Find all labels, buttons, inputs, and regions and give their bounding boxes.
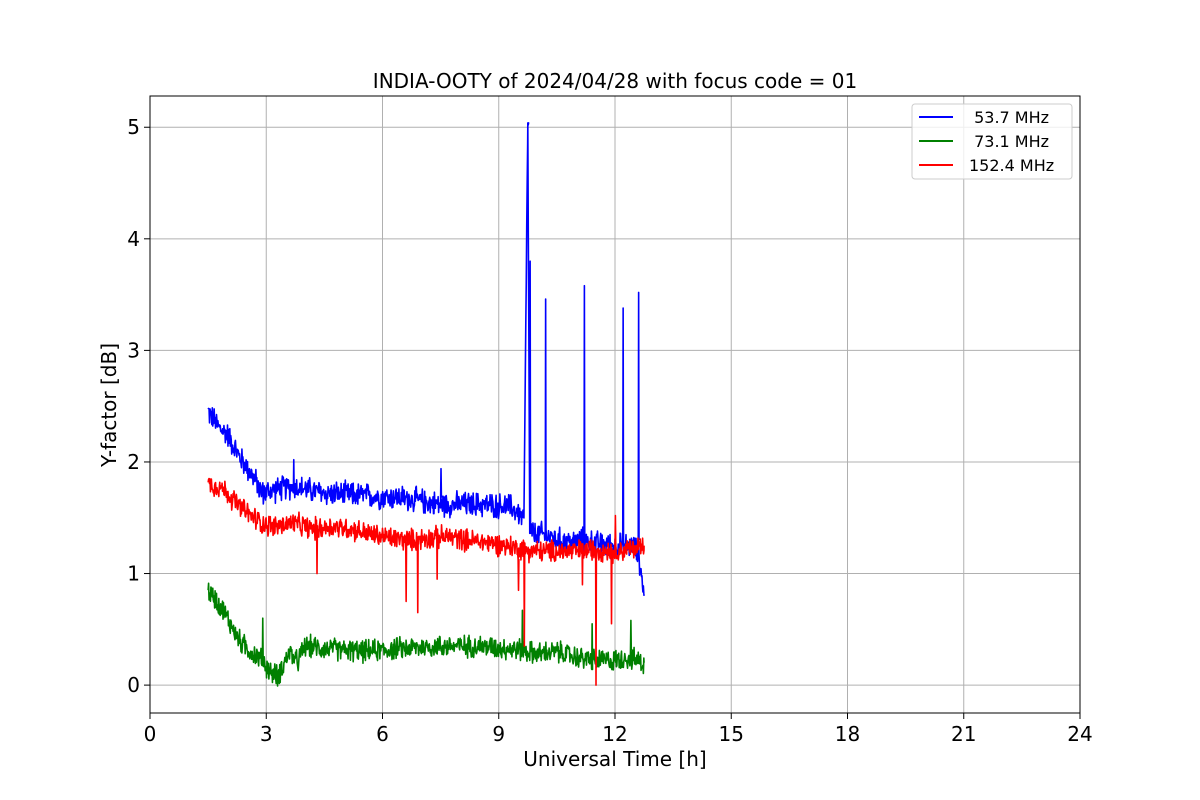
y-tick-label: 0 bbox=[127, 673, 140, 697]
x-axis: 0 3 6 9 12 15 18 21 24 bbox=[144, 713, 1093, 746]
series-line-2 bbox=[207, 477, 645, 686]
x-tick-label: 24 bbox=[1067, 722, 1092, 746]
x-tick-label: 18 bbox=[835, 722, 860, 746]
chart-title: INDIA-OOTY of 2024/04/28 with focus code… bbox=[373, 69, 857, 93]
x-tick-label: 3 bbox=[260, 722, 273, 746]
x-axis-label: Universal Time [h] bbox=[523, 747, 706, 771]
series-line-1 bbox=[207, 582, 645, 687]
y-axis-label: Y-factor [dB] bbox=[97, 343, 121, 468]
y-tick-label: 4 bbox=[127, 227, 140, 251]
plot-area bbox=[207, 122, 645, 687]
series-line-0 bbox=[207, 122, 645, 596]
x-tick-label: 15 bbox=[719, 722, 744, 746]
y-tick-label: 5 bbox=[127, 115, 140, 139]
x-tick-label: 12 bbox=[602, 722, 627, 746]
y-tick-label: 1 bbox=[127, 562, 140, 586]
x-tick-label: 21 bbox=[951, 722, 976, 746]
x-tick-label: 6 bbox=[376, 722, 389, 746]
legend-label-2: 152.4 MHz bbox=[969, 156, 1054, 175]
y-axis: 0 1 2 3 4 5 bbox=[127, 115, 150, 697]
y-tick-label: 2 bbox=[127, 450, 140, 474]
x-tick-label: 0 bbox=[144, 722, 157, 746]
y-tick-label: 3 bbox=[127, 338, 140, 362]
x-tick-label: 9 bbox=[492, 722, 505, 746]
legend-box bbox=[911, 103, 1073, 180]
legend: 53.7 MHz 73.1 MHz 152.4 MHz bbox=[911, 103, 1073, 180]
legend-label-1: 73.1 MHz bbox=[969, 132, 1049, 151]
legend-label-0: 53.7 MHz bbox=[969, 108, 1049, 127]
